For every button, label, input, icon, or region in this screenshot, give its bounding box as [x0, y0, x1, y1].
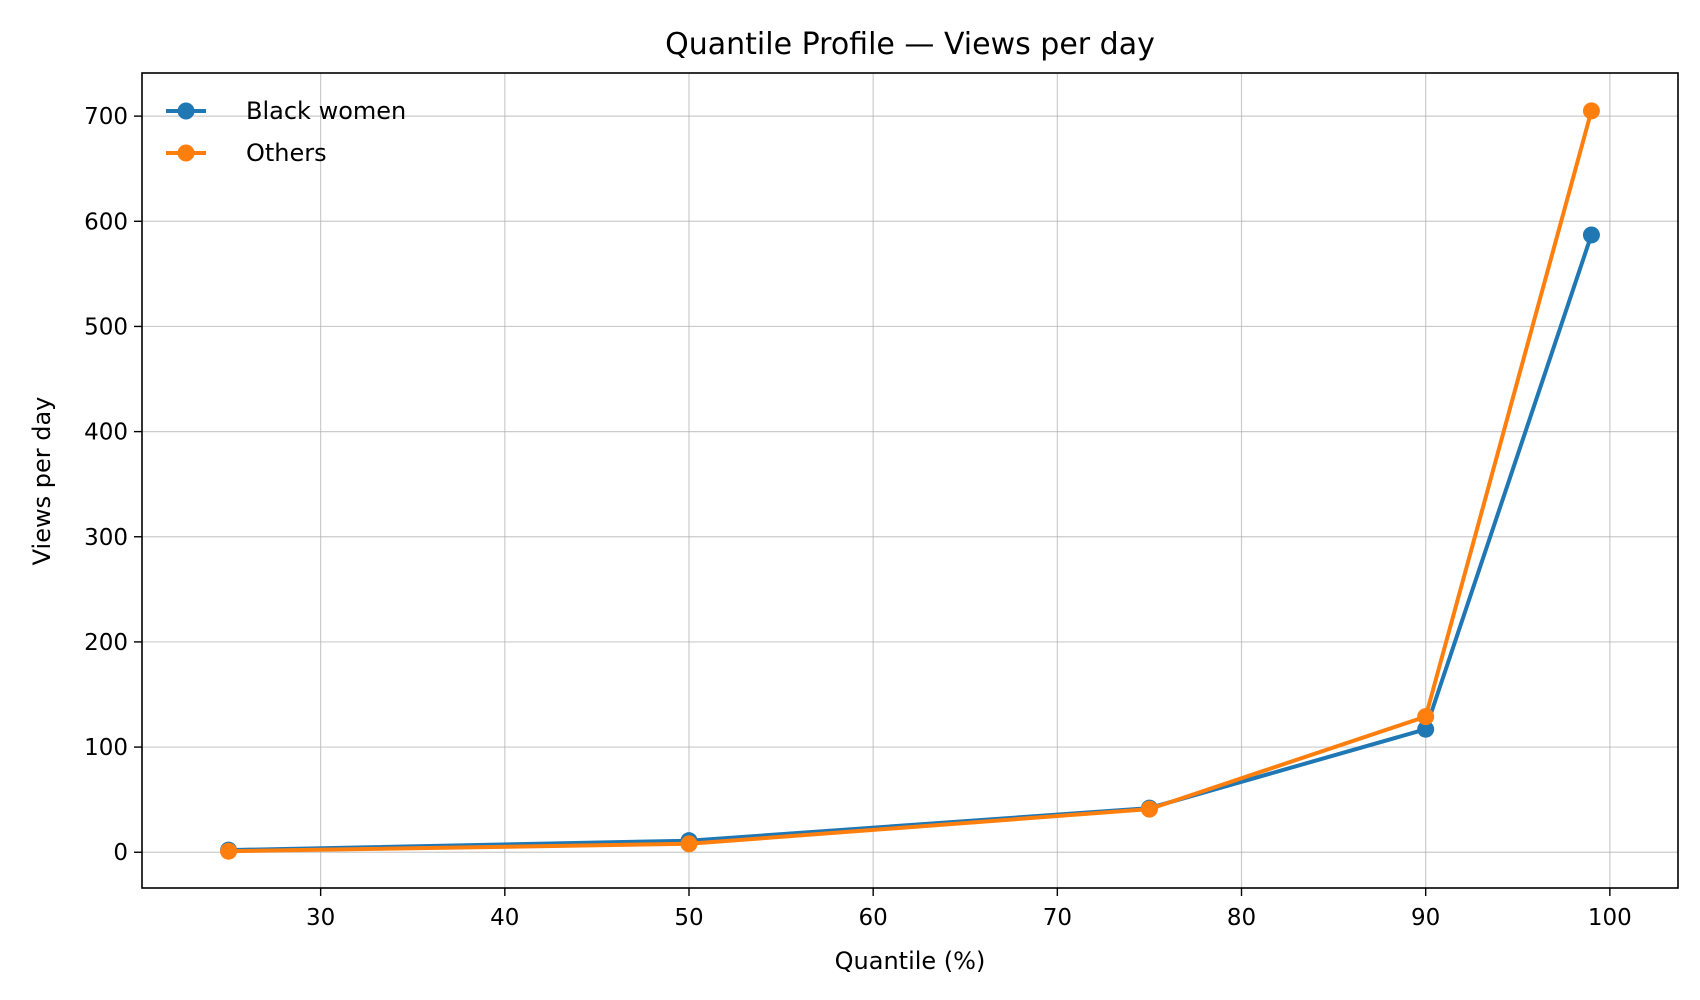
y-tick-label: 100 — [84, 735, 128, 761]
legend-label-1: Others — [246, 139, 327, 167]
grid-lines — [142, 73, 1678, 888]
y-tick-label: 200 — [84, 630, 128, 656]
x-tick-label: 60 — [859, 905, 888, 931]
plot-frame — [141, 72, 1679, 889]
x-tick-label: 40 — [490, 905, 519, 931]
y-axis-ticks: 0 100 200 300 400 500 600 700 — [84, 104, 142, 866]
data-point-1-3 — [1417, 708, 1435, 726]
y-tick-label: 0 — [113, 840, 128, 866]
x-axis-label: Quantile (%) — [835, 947, 986, 975]
legend-marker-1 — [177, 144, 195, 162]
chart-title: Quantile Profile — Views per day — [665, 27, 1155, 62]
y-tick-label: 600 — [84, 209, 128, 235]
data-point-0-4 — [1582, 226, 1600, 244]
data-point-1-4 — [1582, 102, 1600, 120]
data-point-0-3 — [1417, 720, 1435, 738]
x-tick-label: 90 — [1411, 905, 1440, 931]
x-axis-ticks: 30 40 50 60 70 80 90 100 — [306, 888, 1632, 931]
y-tick-label: 700 — [84, 104, 128, 130]
legend: Black women Others — [166, 97, 406, 167]
y-tick-label: 400 — [84, 420, 128, 446]
series-group — [220, 102, 1600, 860]
x-tick-label: 100 — [1588, 905, 1632, 931]
y-tick-label: 500 — [84, 314, 128, 340]
data-point-1-2 — [1140, 800, 1158, 818]
y-axis-label: Views per day — [28, 397, 56, 566]
y-tick-label: 300 — [84, 525, 128, 551]
legend-label-0: Black women — [246, 97, 406, 125]
data-point-1-1 — [680, 835, 698, 853]
x-tick-label: 30 — [306, 905, 335, 931]
x-tick-label: 70 — [1043, 905, 1072, 931]
x-tick-label: 80 — [1227, 905, 1256, 931]
data-point-1-0 — [220, 842, 238, 860]
x-tick-label: 50 — [674, 905, 703, 931]
legend-marker-0 — [177, 102, 195, 120]
